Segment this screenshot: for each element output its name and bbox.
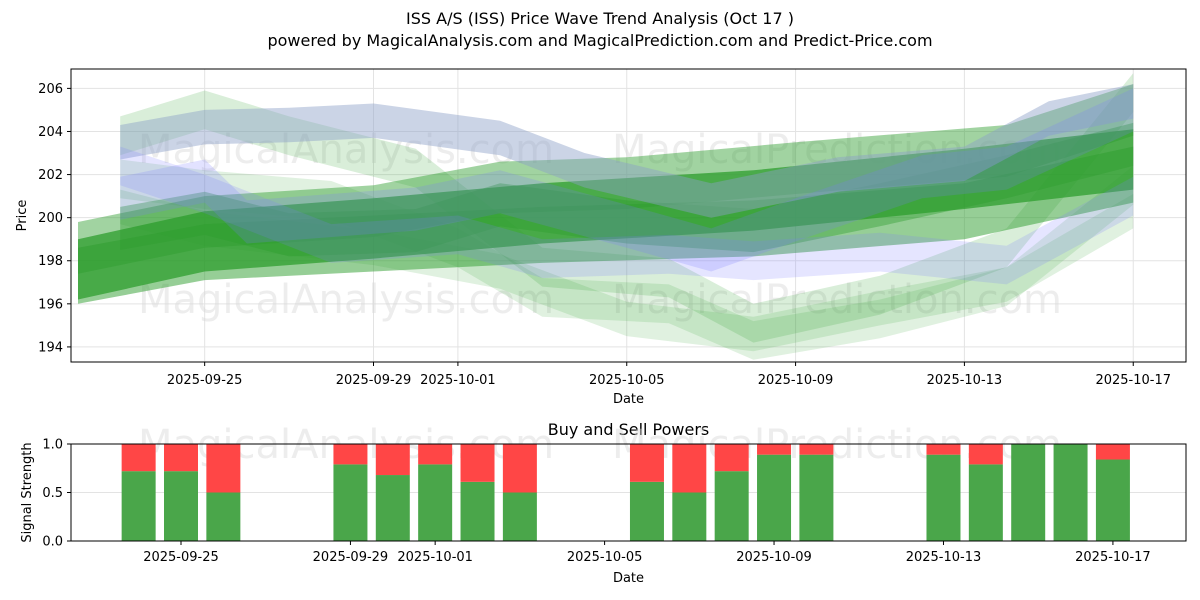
x-tick-label: 2025-10-17 <box>1095 373 1171 388</box>
sell-bar <box>375 444 410 476</box>
buy-bar <box>121 471 156 541</box>
buy-bar <box>502 492 537 541</box>
x-tick-label: 2025-10-05 <box>589 373 665 388</box>
buy-bar <box>757 454 792 541</box>
sell-bar <box>672 444 707 493</box>
sell-bar <box>164 444 198 472</box>
x-tick-label: 2025-09-25 <box>167 373 243 388</box>
sell-bar <box>121 444 156 472</box>
buy-bar <box>1095 459 1130 541</box>
buy-bar <box>418 464 453 541</box>
x-tick-label: 2025-10-01 <box>420 373 496 388</box>
sell-bar <box>460 444 495 482</box>
y-tick-label: 1.0 <box>42 438 63 453</box>
buy-bar <box>460 481 495 541</box>
buy-bar <box>333 464 368 541</box>
y-tick-label: 196 <box>38 297 63 312</box>
y-tick-label: 202 <box>38 168 63 183</box>
bar-x-axis-label: Date <box>613 571 644 586</box>
sell-bar <box>333 444 368 465</box>
bar-marks <box>121 444 1130 541</box>
buy-bar <box>926 454 961 541</box>
y-tick-label: 204 <box>38 125 63 140</box>
x-tick-label: 2025-10-17 <box>1075 550 1151 565</box>
main-axis-ticks: 194 196 198 200 202 204 206 2025-09-25 2025-09-2… <box>38 82 1171 388</box>
y-tick-label: 0.5 <box>42 486 63 501</box>
wave-blue-mid <box>120 88 1134 272</box>
buy-bar <box>714 471 749 541</box>
sell-bar <box>714 444 749 472</box>
watermark: MagicalAnalysis.com <box>138 127 554 173</box>
buy-bar <box>375 475 410 541</box>
wave-green-light-2 <box>120 159 1134 360</box>
wave-green-lower <box>78 146 1134 304</box>
buy-bar <box>672 492 707 541</box>
main-y-axis-label: Price <box>15 200 30 232</box>
y-tick-label: 200 <box>38 211 63 226</box>
x-tick-label: 2025-09-29 <box>313 550 389 565</box>
buy-bar <box>1053 444 1088 541</box>
x-tick-label: 2025-10-01 <box>397 550 473 565</box>
buy-bar <box>629 481 664 541</box>
y-tick-label: 198 <box>38 254 63 269</box>
buy-bar <box>799 454 834 541</box>
bar-chart-title: Buy and Sell Powers <box>548 420 710 439</box>
wave-bands <box>78 73 1134 360</box>
sell-bar <box>502 444 537 493</box>
y-tick-label: 0.0 <box>42 535 63 550</box>
x-tick-label: 2025-10-13 <box>927 373 1003 388</box>
buy-bar <box>164 471 198 541</box>
x-tick-label: 2025-10-09 <box>758 373 834 388</box>
wave-green-light-1 <box>120 73 1134 343</box>
wave-green-upper <box>78 84 1134 274</box>
sell-bar <box>926 444 961 455</box>
x-tick-label: 2025-09-25 <box>143 550 219 565</box>
x-tick-label: 2025-09-29 <box>336 373 412 388</box>
x-tick-label: 2025-10-09 <box>736 550 812 565</box>
wave-green-light-3 <box>120 189 1134 352</box>
buy-bar <box>968 464 1003 541</box>
wave-blue-top <box>120 84 1134 218</box>
sell-bar <box>206 444 241 493</box>
sell-bar <box>1095 444 1130 460</box>
watermark: MagicalAnalysis.com <box>138 277 554 323</box>
watermark: MagicalPrediction.com <box>612 277 1062 323</box>
x-tick-label: 2025-10-13 <box>906 550 982 565</box>
y-tick-label: 194 <box>38 340 63 355</box>
bar-y-axis-label: Signal Strength <box>20 442 35 542</box>
chart-title: ISS A/S (ISS) Price Wave Trend Analysis … <box>406 9 794 28</box>
x-tick-label: 2025-10-05 <box>567 550 643 565</box>
sell-bar <box>629 444 664 482</box>
main-x-axis-label: Date <box>613 392 644 407</box>
chart-subtitle: powered by MagicalAnalysis.com and Magic… <box>267 31 933 50</box>
wave-green-mid <box>120 122 1134 257</box>
sell-bar <box>968 444 1003 465</box>
wave-blue-low <box>120 146 1134 285</box>
buy-bar <box>1011 444 1046 541</box>
sell-bar <box>418 444 453 465</box>
bar-axis-ticks: 0.0 0.5 1.0 2025-09-25 2025-09-29 2025-10-01 2… <box>42 438 1150 566</box>
sell-bar <box>757 444 792 455</box>
main-plot-frame <box>70 68 1187 363</box>
sell-bar <box>799 444 834 455</box>
y-tick-label: 206 <box>38 82 63 97</box>
buy-bar <box>206 492 241 541</box>
